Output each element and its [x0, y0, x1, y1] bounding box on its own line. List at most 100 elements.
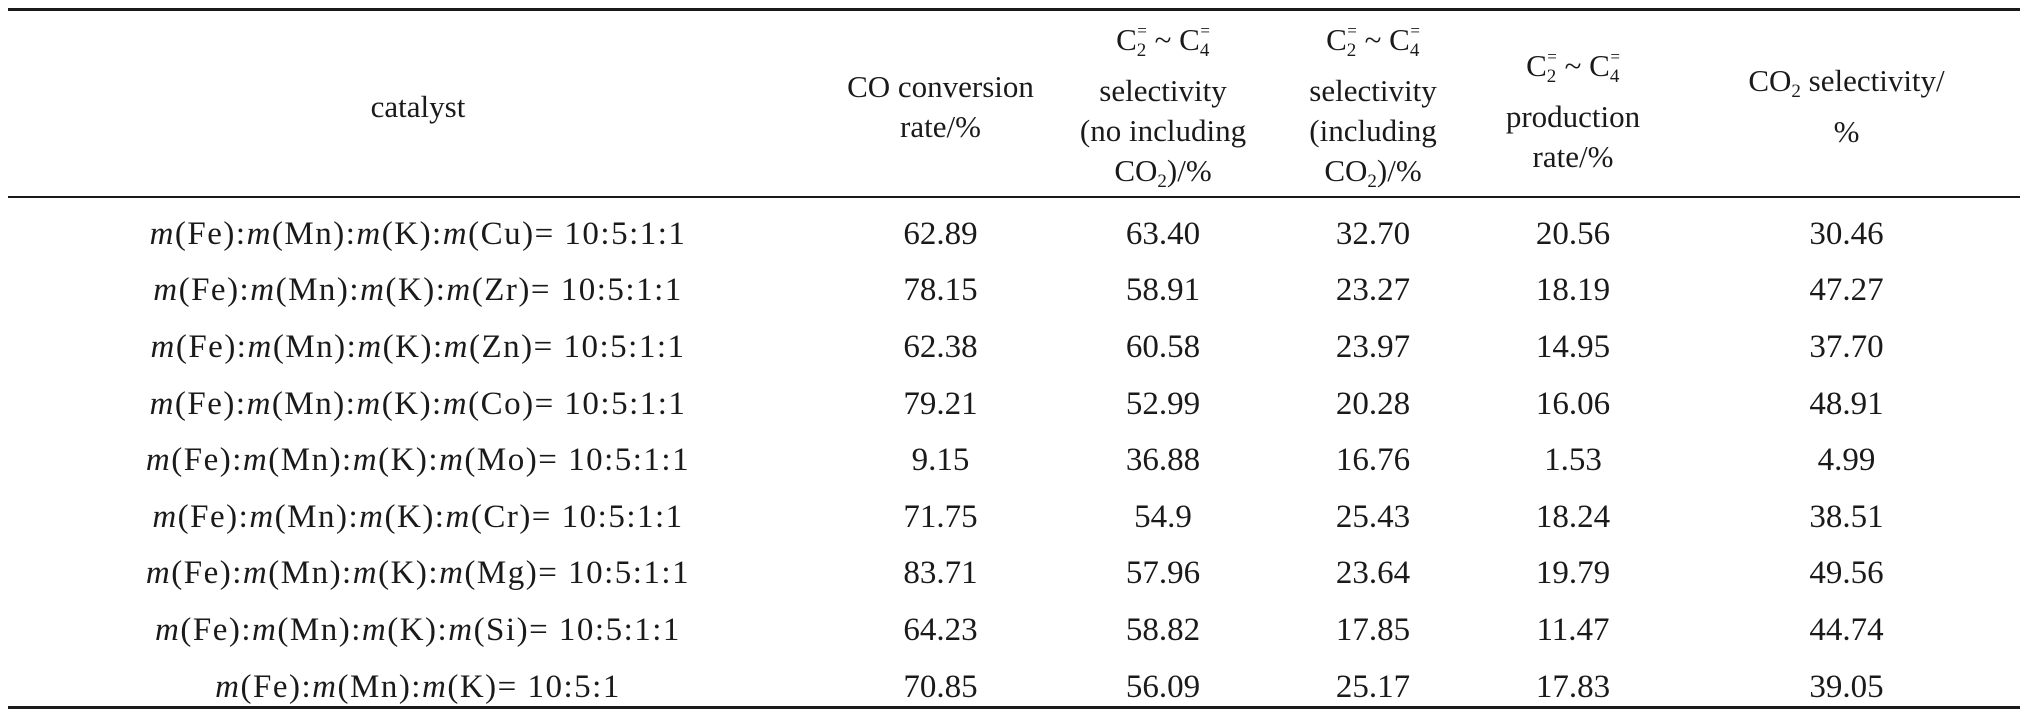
mass-symbol: m [215, 668, 241, 705]
table-row: m(Fe):m(Mn):m(K):m(Cr)= 10:5:1:1 71.75 54.… [8, 489, 2020, 546]
cell-catalyst: m(Fe):m(Mn):m(K)= 10:5:1 [8, 659, 828, 716]
catalyst-fragment: (Fe): [174, 215, 247, 252]
cell-co2-selectivity: 4.99 [1817, 442, 1876, 479]
formula-tilde: ~ [1564, 47, 1582, 83]
mass-symbol: m [145, 555, 172, 592]
catalyst-fragment: (Mn): [271, 215, 357, 252]
table-row: m(Fe):m(Mn):m(K):m(Si)= 10:5:1:1 64.23 58.… [8, 602, 2020, 659]
catalyst-fragment: (K): [385, 272, 447, 309]
catalyst-fragment: (Fe): [171, 555, 243, 592]
co2-unit: )/% [1376, 153, 1422, 188]
co2-sub: 2 [1367, 171, 1377, 192]
formula-c: C [1526, 47, 1547, 83]
header-co2-selectivity: CO2 selectivity/ % [1673, 11, 2020, 202]
table-top-rule [8, 8, 2020, 11]
header-production-rate: C2= ~ C4= production rate/% [1473, 11, 1673, 202]
cell-production-rate: 11.47 [1536, 611, 1610, 648]
catalyst-fragment: (Mo)= 10:5:1:1 [464, 442, 691, 479]
cell-selectivity-inc-co2: 20.28 [1335, 385, 1411, 422]
cell-co2-selectivity: 30.46 [1809, 215, 1884, 252]
cell-catalyst: m(Fe):m(Mn):m(K):m(Zn)= 10:5:1:1 [8, 319, 828, 376]
cell-co-conversion: 62.89 [903, 215, 978, 252]
cell-production-rate: 17.83 [1535, 668, 1611, 705]
formula-sub-4: 4 [1409, 40, 1420, 61]
catalyst-fragment: (Fe): [178, 272, 251, 309]
header-co-conversion: CO conversion rate/% [828, 11, 1053, 202]
mass-symbol: m [242, 555, 269, 592]
catalyst-fragment: (Mn): [268, 442, 353, 479]
header-catalyst: catalyst [8, 11, 828, 202]
mass-symbol: m [448, 611, 474, 648]
header-sel-no-line1: selectivity [1099, 73, 1227, 108]
formula-sup-eq: = [1347, 21, 1357, 40]
mass-symbol: m [446, 272, 472, 309]
co2-c: CO [1324, 153, 1368, 188]
catalyst-fragment: (Si)= 10:5:1:1 [473, 611, 681, 648]
mass-symbol: m [242, 442, 269, 479]
formula-sub-2: 2 [1346, 40, 1357, 61]
formula-c: C [1389, 22, 1410, 57]
mass-symbol: m [421, 668, 448, 705]
catalyst-fragment: (K): [387, 611, 449, 648]
cell-catalyst: m(Fe):m(Mn):m(K):m(Co)= 10:5:1:1 [8, 376, 828, 433]
catalyst-fragment: (Mn): [272, 328, 358, 365]
cell-selectivity-no-co2: 57.96 [1125, 555, 1201, 592]
table-row: m(Fe):m(Mn):m(K):m(Mg)= 10:5:1:1 83.71 57.… [8, 546, 2020, 603]
catalyst-fragment: (K): [378, 555, 440, 592]
catalyst-fragment: (Mn): [277, 611, 362, 648]
mass-symbol: m [246, 215, 272, 252]
cell-selectivity-no-co2: 60.58 [1125, 328, 1201, 365]
header-selectivity-inc-co2: C2= ~ C4= selectivity (including CO2)/% [1273, 11, 1473, 202]
mass-symbol: m [250, 272, 276, 309]
cell-selectivity-inc-co2: 32.70 [1335, 215, 1411, 252]
table-row: m(Fe):m(Mn):m(K):m(Mo)= 10:5:1:1 9.15 36.8… [8, 432, 2020, 489]
mass-symbol: m [152, 498, 178, 535]
header-selectivity-no-co2: C2= ~ C4= selectivity (no including CO2)… [1053, 11, 1273, 202]
mass-symbol: m [252, 611, 278, 648]
mass-symbol: m [249, 498, 275, 535]
cell-co-conversion: 79.21 [903, 385, 978, 422]
cell-selectivity-no-co2: 58.91 [1125, 272, 1201, 309]
cell-production-rate: 19.79 [1535, 555, 1611, 592]
catalyst-fragment: (Fe): [174, 385, 247, 422]
cell-co-conversion: 9.15 [911, 442, 970, 479]
mass-symbol: m [149, 215, 175, 252]
table-row: m(Fe):m(Mn):m(K):m(Cu)= 10:5:1:1 62.89 63.… [8, 202, 2020, 263]
header-sel-no-line3: CO2)/% [1053, 151, 1273, 202]
mass-symbol: m [360, 272, 386, 309]
mass-symbol: m [155, 611, 181, 648]
formula-c: C [1116, 22, 1137, 57]
formula-c: C [1589, 47, 1610, 83]
cell-co-conversion: 71.75 [903, 498, 978, 535]
co2-sel-label: selectivity/ [1800, 63, 1945, 98]
catalyst-fragment: (Fe): [175, 328, 248, 365]
cell-selectivity-inc-co2: 25.17 [1335, 668, 1411, 705]
catalyst-performance-table: catalyst CO conversion rate/% C2= ~ C4= … [8, 11, 2020, 715]
cell-production-rate: 18.24 [1535, 498, 1611, 535]
table-header-rule [8, 196, 2020, 198]
mass-symbol: m [439, 555, 465, 592]
catalyst-fragment: (K): [381, 215, 443, 252]
catalyst-fragment: (Fe): [180, 611, 253, 648]
cell-catalyst: m(Fe):m(Mn):m(K):m(Cu)= 10:5:1:1 [8, 202, 828, 263]
formula-sup-eq: = [1200, 21, 1210, 40]
catalyst-fragment: (Fe): [171, 442, 243, 479]
table-row: m(Fe):m(Mn):m(K):m(Zr)= 10:5:1:1 78.15 58.… [8, 263, 2020, 320]
mass-symbol: m [361, 611, 388, 648]
formula-c: C [1326, 22, 1347, 57]
mass-symbol: m [145, 442, 172, 479]
cell-selectivity-inc-co2: 23.97 [1335, 328, 1411, 365]
mass-symbol: m [356, 215, 382, 252]
catalyst-fragment: (Fe): [177, 498, 250, 535]
cell-selectivity-inc-co2: 17.85 [1335, 611, 1411, 648]
co2-sub: 2 [1791, 81, 1801, 102]
cell-co-conversion: 83.71 [903, 555, 978, 592]
header-co-conversion-line1: CO conversion [847, 68, 1034, 104]
catalyst-fragment: (K): [384, 498, 446, 535]
cell-co-conversion: 62.38 [903, 328, 978, 365]
catalyst-fragment: (Cu)= 10:5:1:1 [468, 215, 687, 252]
catalyst-fragment: (K): [382, 328, 444, 365]
cell-selectivity-no-co2: 63.40 [1125, 215, 1201, 252]
co2-unit: )/% [1166, 153, 1212, 188]
co2-sub: 2 [1157, 171, 1167, 192]
